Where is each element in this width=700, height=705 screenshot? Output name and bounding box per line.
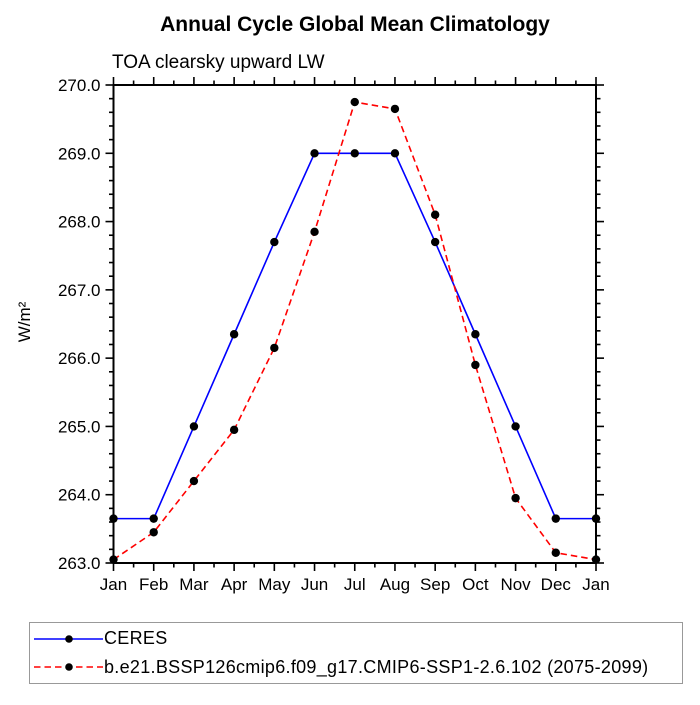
data-point-series-1 [591,555,601,564]
data-point-series-0 [551,514,560,523]
y-tick-label: 264.0 [58,486,101,505]
y-tick-label: 263.0 [58,554,101,573]
series-line-1 [113,101,597,561]
data-point-series-0 [109,514,118,523]
legend-dashed-line-sample [34,663,103,672]
x-tick-label: Feb [139,575,168,594]
plot-area: 263.0 264.0 265.0 266.0 267.0 268.0 269.0 270.0… [58,76,610,594]
data-point-series-0 [430,237,440,247]
x-tick-label: Jan [100,575,127,594]
data-point-series-1 [511,493,520,503]
x-tick-label: Aug [380,575,410,594]
x-tick-label: Oct [462,575,489,594]
series-line-0 [113,152,596,520]
data-point-series-1 [270,343,279,353]
legend-label-model: b.e21.BSSP126cmip6.f09_g17.CMIP6-SSP1-2.… [104,656,649,677]
data-point-series-1 [390,104,400,114]
data-point-series-0 [189,422,199,431]
data-point-series-1 [189,476,199,486]
data-point-series-1 [471,360,480,370]
x-tick-label: Dec [541,575,572,594]
x-tick-label: Sep [420,575,450,594]
data-point-series-1 [149,528,158,537]
y-tick-label: 268.0 [58,213,101,232]
data-point-series-1 [310,227,319,237]
legend-item-ceres: CERES [33,626,682,652]
data-point-series-1 [109,555,118,564]
data-point-series-0 [390,149,400,158]
x-tick-label: Jul [344,575,366,594]
data-point-series-0 [310,149,319,158]
legend-box: CERES b.e21.BSSP126cmip6.f09_g17.CMIP6-S… [29,622,683,684]
data-point-series-1 [229,425,239,435]
y-tick-label: 267.0 [58,281,101,300]
data-point-series-0 [350,149,359,158]
x-tick-label: Apr [221,575,248,594]
data-point-series-0 [229,330,239,339]
data-point-series-1 [551,548,560,557]
data-point-series-0 [270,237,279,247]
data-point-series-0 [511,422,520,431]
y-tick-label: 269.0 [58,144,101,163]
legend-marker-dot [65,663,73,672]
x-tick-label: Jun [301,575,328,594]
chart-title: Annual Cycle Global Mean Climatology [160,13,550,36]
x-tick-label: Nov [500,575,531,594]
data-point-series-0 [471,330,480,339]
x-tick-label: May [258,575,291,594]
legend-label-ceres: CERES [104,628,168,649]
chart-subtitle: TOA clearsky upward LW [112,52,325,73]
data-point-series-1 [350,97,359,107]
legend-solid-line-sample [34,634,103,643]
legend-item-model: b.e21.BSSP126cmip6.f09_g17.CMIP6-SSP1-2.… [33,654,682,680]
y-tick-label: 265.0 [58,417,101,436]
y-tick-label: 266.0 [58,349,101,368]
x-tick-label: Jan [582,575,609,594]
data-point-series-1 [430,210,440,219]
data-point-series-0 [591,514,601,523]
x-tick-label: Mar [179,575,209,594]
y-axis-title: W/m² [15,301,34,342]
y-tick-label: 270.0 [58,76,101,95]
legend-marker-dot [65,634,73,643]
data-point-series-0 [149,514,158,523]
